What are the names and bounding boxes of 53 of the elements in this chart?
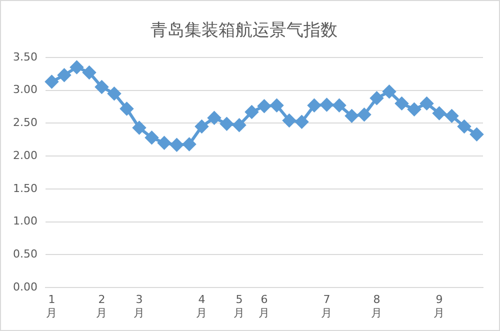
- point: [445, 109, 458, 122]
- x-tick-label: 8月: [371, 293, 382, 320]
- y-tick-label: 3.50: [12, 50, 38, 64]
- point: [70, 60, 84, 74]
- point: [420, 96, 434, 110]
- y-tick-label: 1.50: [12, 182, 38, 195]
- point: [320, 98, 334, 112]
- point: [182, 138, 196, 151]
- point: [45, 75, 58, 88]
- y-tick-label: 1.00: [12, 214, 38, 228]
- y-tick-label: 3.00: [12, 83, 38, 96]
- x-tick-label: 7月: [321, 293, 332, 320]
- x-tick-label: 6月: [258, 293, 270, 320]
- x-tick-label: 3月: [134, 293, 145, 320]
- point: [345, 109, 358, 122]
- point: [295, 115, 308, 128]
- point: [382, 85, 396, 98]
- x-tick-label: 1月: [46, 293, 58, 320]
- y-tick-label: 2.50: [12, 116, 38, 130]
- point: [108, 87, 121, 100]
- y-tick-label: 0.50: [12, 248, 38, 261]
- point: [220, 117, 234, 130]
- point: [245, 105, 258, 118]
- y-tick-label: 2.00: [12, 148, 38, 162]
- point: [232, 118, 246, 132]
- chart-title: 青岛集装箱航运景气指数: [150, 20, 338, 41]
- x-tick-label: 9月: [434, 293, 445, 320]
- point: [158, 136, 171, 150]
- point: [470, 128, 484, 141]
- point: [270, 98, 284, 112]
- point: [408, 102, 421, 116]
- point: [208, 111, 221, 124]
- y-tick-label: 0.00: [12, 280, 38, 294]
- point: [358, 108, 371, 122]
- point: [395, 96, 408, 110]
- x-tick-label: 2月: [96, 293, 108, 320]
- point: [282, 114, 296, 128]
- point: [58, 68, 71, 82]
- point: [458, 120, 471, 133]
- x-tick-label: 5月: [234, 293, 245, 320]
- point: [258, 100, 271, 113]
- point: [308, 98, 321, 112]
- point: [82, 66, 96, 80]
- point: [120, 102, 134, 116]
- point: [170, 138, 184, 152]
- point: [195, 120, 208, 133]
- point: [432, 106, 446, 120]
- point: [145, 131, 158, 144]
- point: [95, 80, 108, 94]
- point: [370, 92, 384, 105]
- point: [132, 121, 146, 134]
- point: [332, 98, 346, 112]
- x-tick-label: 4月: [196, 293, 208, 320]
